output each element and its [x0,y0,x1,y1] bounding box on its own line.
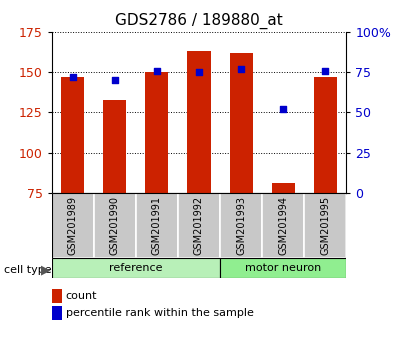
Text: GDS2786 / 189880_at: GDS2786 / 189880_at [115,12,283,29]
FancyBboxPatch shape [52,193,94,258]
Text: GSM201993: GSM201993 [236,196,246,255]
Text: ▶: ▶ [41,263,51,276]
Bar [187,51,211,193]
Bar [103,99,127,193]
Bar [145,72,168,193]
Text: GSM201992: GSM201992 [194,196,204,255]
Bar [271,183,295,193]
FancyBboxPatch shape [304,193,346,258]
Point [280,106,286,112]
Bar [314,77,337,193]
Point [70,74,76,80]
FancyBboxPatch shape [52,258,220,278]
Text: motor neuron: motor neuron [245,263,321,273]
FancyBboxPatch shape [262,193,304,258]
Text: GSM201994: GSM201994 [278,196,288,255]
Point [154,68,160,73]
Text: GSM201995: GSM201995 [320,196,330,255]
Point [196,69,202,75]
Point [238,66,244,72]
Point [322,68,328,73]
Bar [61,77,84,193]
Text: reference: reference [109,263,163,273]
FancyBboxPatch shape [220,193,262,258]
FancyBboxPatch shape [220,258,346,278]
Text: cell type: cell type [4,265,52,275]
FancyBboxPatch shape [178,193,220,258]
Text: count: count [66,291,97,301]
Text: GSM201991: GSM201991 [152,196,162,255]
Bar [230,53,253,193]
Text: percentile rank within the sample: percentile rank within the sample [66,308,254,318]
Point [112,77,118,83]
FancyBboxPatch shape [94,193,136,258]
Text: GSM201989: GSM201989 [68,196,78,255]
FancyBboxPatch shape [136,193,178,258]
Text: GSM201990: GSM201990 [110,196,120,255]
